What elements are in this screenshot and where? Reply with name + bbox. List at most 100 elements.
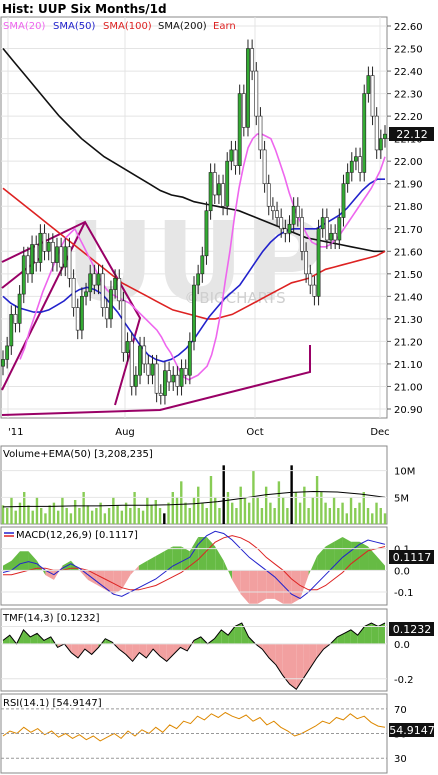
main-y-tick-label: 21.90 xyxy=(394,180,423,191)
tmf-area-segment xyxy=(228,626,235,644)
candle-body xyxy=(88,273,93,293)
candle-body xyxy=(158,392,163,396)
tmf-area-segment xyxy=(241,622,249,644)
volume-bar xyxy=(239,486,242,524)
candle-body xyxy=(96,273,101,286)
candle-body xyxy=(266,183,271,207)
candle-body xyxy=(13,314,18,324)
last-price-label: 22.12 xyxy=(396,128,428,141)
volume-bar xyxy=(99,502,102,524)
rsi-y-tick-label: 30 xyxy=(394,754,407,765)
volume-bar xyxy=(269,502,272,524)
macd-histogram-segment xyxy=(19,551,29,571)
volume-bar xyxy=(307,508,310,524)
volume-bar xyxy=(264,486,268,524)
candle-body xyxy=(26,255,30,275)
volume-bar xyxy=(341,502,344,524)
macd-histogram-segment xyxy=(317,546,326,571)
macd-histogram-segment xyxy=(240,570,250,604)
tmf-area-segment xyxy=(289,643,297,690)
rsi-y-tick-label: 70 xyxy=(394,705,407,716)
candle-body xyxy=(142,345,147,365)
tmf-last-label: 0.1232 xyxy=(393,623,432,636)
macd-histogram-segment xyxy=(104,570,114,595)
rsi-last-label: 54.9147 xyxy=(389,724,435,737)
macd-line xyxy=(2,530,386,600)
tmf-area-segment xyxy=(43,636,51,644)
tmf-panel: TMF(14,3) [0.1232] 0.10.0-0.2 0.1232 xyxy=(0,608,434,692)
volume-bar xyxy=(167,502,170,524)
volume-bar xyxy=(197,486,200,524)
candle-body xyxy=(79,296,84,331)
tmf-area-segment xyxy=(194,636,201,644)
volume-bar xyxy=(205,508,208,524)
candle-body xyxy=(283,228,288,234)
tmf-area-segment xyxy=(214,629,222,644)
main-y-tick-label: 21.40 xyxy=(394,292,423,303)
volume-bar xyxy=(154,500,157,524)
volume-bar xyxy=(78,508,81,524)
tmf-area-segment xyxy=(166,643,174,662)
main-y-tick-label: 22.30 xyxy=(394,90,423,101)
candle-body xyxy=(366,75,371,94)
candle-body xyxy=(333,232,338,241)
macd-last-label: 0.1117 xyxy=(393,551,432,564)
legend-sma50: SMA(50) xyxy=(53,21,95,32)
last-price-marker: 22.12 xyxy=(389,127,434,141)
volume-bar xyxy=(163,513,166,524)
candle-body xyxy=(217,183,221,196)
candle-body xyxy=(258,115,263,151)
tmf-area-segment xyxy=(309,643,317,669)
volume-bar xyxy=(303,486,306,524)
main-legend: SMA(20) SMA(50) SMA(100) SMA(200) Earn xyxy=(3,21,236,32)
candle-body xyxy=(241,93,246,128)
volume-bar xyxy=(214,497,217,524)
tmf-y-tick-label: 0.0 xyxy=(394,640,410,651)
candle-body xyxy=(233,149,238,166)
candle-body xyxy=(341,183,346,218)
volume-bar xyxy=(354,508,357,524)
macd-histogram-segment xyxy=(291,570,301,604)
tmf-area-segment xyxy=(378,622,385,644)
macd-signal-line xyxy=(3,535,386,591)
macd-histogram-segment xyxy=(113,570,122,595)
volume-bar xyxy=(27,505,30,524)
candle-body xyxy=(21,255,26,295)
tmf-area-segment xyxy=(173,643,181,655)
main-y-tick-label: 21.70 xyxy=(394,225,423,236)
volume-bar xyxy=(40,508,43,524)
candle-body xyxy=(295,205,300,218)
candle-body xyxy=(117,278,122,302)
candle-body xyxy=(324,217,329,241)
candle-body xyxy=(55,246,59,263)
volume-bar xyxy=(90,510,94,524)
volume-bar xyxy=(337,508,340,524)
tmf-area-segment xyxy=(344,629,351,644)
volume-bar xyxy=(56,510,60,524)
candle-body xyxy=(349,160,354,173)
main-y-tick-label: 22.20 xyxy=(394,112,423,123)
sma20-line xyxy=(19,133,386,381)
candle-body xyxy=(17,293,22,324)
volume-bar xyxy=(366,508,370,524)
macd-histogram-segment xyxy=(274,570,284,604)
macd-histogram-segment xyxy=(325,541,335,571)
volume-panel: Volume+EMA(50) [3,208,235] 10M 5M xyxy=(0,445,415,525)
main-y-tick-label: 20.90 xyxy=(394,405,423,416)
macd-histogram-segment xyxy=(96,570,105,590)
macd-histogram-segment xyxy=(45,570,54,580)
tmf-area-segment xyxy=(153,643,160,657)
tmf-area-segment xyxy=(132,643,140,662)
candle-body xyxy=(179,368,184,387)
tmf-area-segment xyxy=(91,643,99,655)
candle-body xyxy=(358,156,362,173)
tmf-area-segment xyxy=(30,633,38,644)
candle-body xyxy=(329,232,333,241)
candle-body xyxy=(100,273,105,308)
candle-body xyxy=(237,93,242,166)
tmf-area-segment xyxy=(337,633,345,644)
tmf-area-segment xyxy=(84,643,92,655)
candle-body xyxy=(175,374,180,387)
volume-bar xyxy=(320,492,323,524)
